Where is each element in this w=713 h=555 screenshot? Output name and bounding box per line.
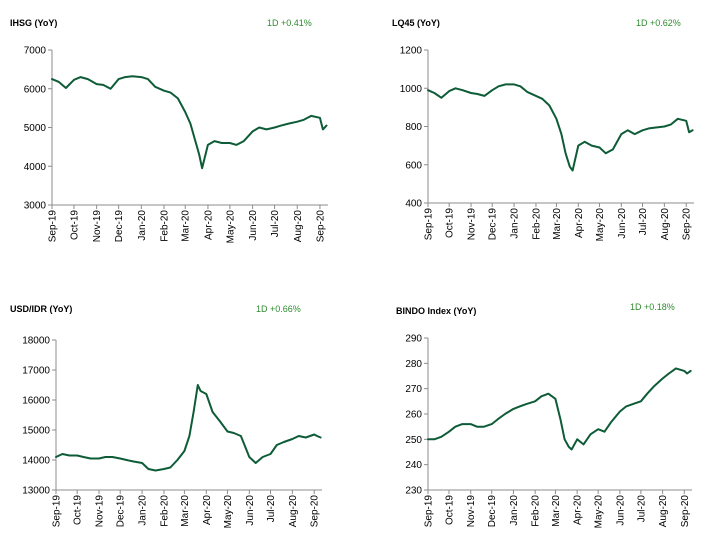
x-tick-label: Feb-20 bbox=[531, 208, 542, 240]
x-tick-label: Jan-20 bbox=[510, 208, 521, 239]
y-tick-label: 600 bbox=[405, 160, 422, 171]
x-tick-label: Mar-20 bbox=[552, 208, 563, 240]
x-tick-label: Oct-19 bbox=[69, 210, 80, 240]
x-tick-label: Dec-19 bbox=[488, 208, 499, 241]
daily-change-label: 1D +0.66% bbox=[256, 304, 301, 314]
x-tick-label: Feb-20 bbox=[159, 495, 170, 527]
x-tick-label: Apr-20 bbox=[202, 495, 213, 525]
x-tick-label: May-20 bbox=[594, 495, 605, 529]
x-tick-label: Aug-20 bbox=[288, 495, 299, 528]
y-tick-label: 270 bbox=[405, 384, 422, 395]
x-tick-label: Apr-20 bbox=[574, 208, 585, 238]
x-tick-label: Feb-20 bbox=[160, 210, 171, 242]
x-tick-label: Jun-20 bbox=[615, 495, 626, 526]
x-tick-label: Jul-20 bbox=[638, 208, 649, 236]
x-tick-label: Jun-20 bbox=[245, 495, 256, 526]
x-tick-label: Oct-19 bbox=[445, 208, 456, 238]
y-tick-label: 800 bbox=[405, 122, 422, 133]
y-tick-label: 260 bbox=[405, 410, 422, 421]
y-tick-label: 7000 bbox=[24, 46, 47, 57]
x-tick-label: Mar-20 bbox=[551, 495, 562, 527]
x-tick-label: Aug-20 bbox=[293, 210, 304, 243]
usdidr-chart-panel: USD/IDR (YoY) 1D +0.66% 13000 14000 15000 1… bbox=[0, 278, 356, 555]
y-tick-label: 13000 bbox=[22, 486, 50, 497]
x-tick-label: May-20 bbox=[223, 495, 234, 529]
x-tick-label: Jul-20 bbox=[266, 495, 277, 523]
x-tick-label: Apr-20 bbox=[573, 495, 584, 525]
x-tick-label: Sep-20 bbox=[310, 495, 321, 528]
x-tick-label: Sep-19 bbox=[52, 495, 63, 528]
y-tick-label: 14000 bbox=[22, 456, 50, 467]
x-tick-label: Sep-20 bbox=[682, 208, 693, 241]
series-line bbox=[427, 367, 692, 451]
y-tick-label: 6000 bbox=[24, 84, 47, 95]
x-tick-label: Sep-20 bbox=[680, 495, 691, 528]
series-line bbox=[55, 384, 322, 472]
x-tick-label: Aug-20 bbox=[658, 495, 669, 528]
chart-title: IHSG (YoY) bbox=[10, 18, 58, 28]
y-tick-label: 240 bbox=[405, 460, 422, 471]
y-tick-label: 250 bbox=[405, 435, 422, 446]
ihsg-chart-panel: IHSG (YoY) 1D +0.41% 3000 4000 5000 6000 700… bbox=[0, 0, 356, 277]
daily-change-label: 1D +0.41% bbox=[267, 18, 312, 28]
x-tick-label: Nov-19 bbox=[95, 495, 106, 528]
x-tick-label: Sep-20 bbox=[315, 210, 326, 243]
x-tick-label: Dec-19 bbox=[114, 210, 125, 243]
y-tick-label: 17000 bbox=[22, 366, 50, 377]
daily-change-label: 1D +0.62% bbox=[636, 18, 681, 28]
x-tick-label: Dec-19 bbox=[116, 495, 127, 528]
x-tick-label: Jan-20 bbox=[137, 210, 148, 241]
chart-title: LQ45 (YoY) bbox=[392, 18, 440, 28]
x-tick-label: Feb-20 bbox=[531, 495, 542, 527]
chart-title: USD/IDR (YoY) bbox=[10, 304, 73, 314]
x-tick-label: Nov-19 bbox=[92, 210, 103, 243]
y-tick-label: 1000 bbox=[400, 84, 423, 95]
y-tick-label: 1200 bbox=[400, 46, 423, 57]
x-tick-label: Sep-19 bbox=[48, 210, 59, 243]
chart-title: BINDO Index (YoY) bbox=[396, 306, 477, 316]
x-tick-label: Sep-19 bbox=[424, 495, 435, 528]
x-tick-label: Sep-19 bbox=[424, 208, 435, 241]
y-tick-label: 15000 bbox=[22, 426, 50, 437]
x-tick-label: Jun-20 bbox=[617, 208, 628, 239]
x-tick-label: Apr-20 bbox=[203, 210, 214, 240]
x-tick-label: Oct-19 bbox=[445, 495, 456, 525]
x-tick-label: Mar-20 bbox=[180, 495, 191, 527]
x-tick-label: Jul-20 bbox=[270, 210, 281, 238]
x-tick-label: Jan-20 bbox=[138, 495, 149, 526]
y-tick-label: 16000 bbox=[22, 396, 50, 407]
y-tick-label: 280 bbox=[405, 359, 422, 370]
bindo-chart-panel: BINDO Index (YoY) 1D +0.18% 230 240 250 260… bbox=[356, 278, 712, 555]
x-tick-label: Mar-20 bbox=[181, 210, 192, 242]
x-tick-label: Jul-20 bbox=[636, 495, 647, 523]
x-tick-label: Jun-20 bbox=[248, 210, 259, 241]
y-tick-label: 3000 bbox=[24, 201, 47, 212]
x-tick-label: May-20 bbox=[595, 208, 606, 242]
lq45-chart-panel: LQ45 (YoY) 1D +0.62% 400 600 800 1000 1200 Se… bbox=[356, 0, 712, 277]
x-tick-label: Jan-20 bbox=[509, 495, 520, 526]
x-tick-label: Nov-19 bbox=[467, 208, 478, 241]
y-tick-label: 4000 bbox=[24, 162, 47, 173]
daily-change-label: 1D +0.18% bbox=[630, 302, 675, 312]
y-tick-label: 230 bbox=[405, 486, 422, 497]
series-line bbox=[427, 83, 694, 172]
x-tick-label: Aug-20 bbox=[660, 208, 671, 241]
bindo-line-chart: 230 240 250 260 270 280 290 Sep-19 Oct-19 Nov-19 D… bbox=[405, 334, 692, 529]
y-tick-label: 5000 bbox=[24, 123, 47, 134]
ihsg-line-chart: 3000 4000 5000 6000 7000 Sep-19 Oct-19 Nov-19 De… bbox=[24, 46, 328, 244]
x-tick-label: Nov-19 bbox=[466, 495, 477, 528]
x-tick-label: Oct-19 bbox=[73, 495, 84, 525]
usdidr-line-chart: 13000 14000 15000 16000 17000 18000 Sep-19 Oct-… bbox=[22, 336, 322, 529]
series-line bbox=[51, 75, 328, 170]
x-tick-label: May-20 bbox=[225, 210, 236, 244]
y-tick-label: 290 bbox=[405, 334, 422, 345]
y-tick-label: 400 bbox=[405, 199, 422, 210]
lq45-line-chart: 400 600 800 1000 1200 Sep-19 Oct-19 Nov-19 Dec-1… bbox=[400, 46, 694, 242]
x-tick-label: Dec-19 bbox=[487, 495, 498, 528]
y-tick-label: 18000 bbox=[22, 336, 50, 347]
